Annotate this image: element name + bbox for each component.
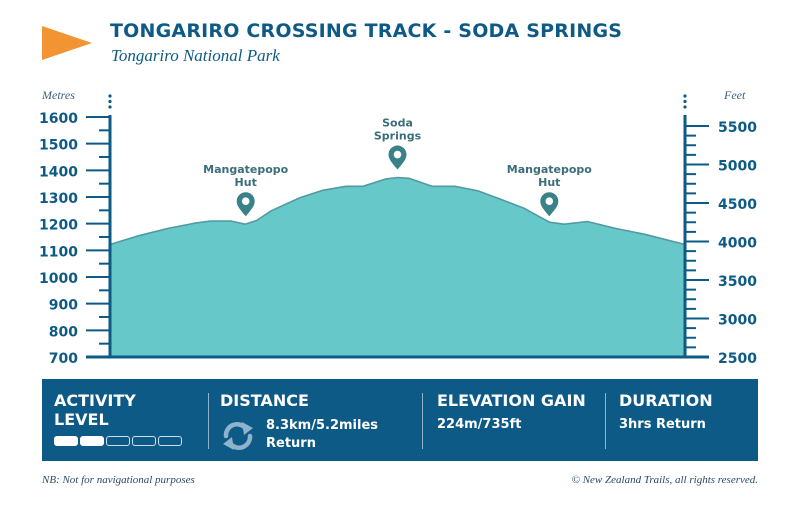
play-arrow-icon [42, 26, 92, 60]
location-pin-icon [540, 192, 559, 217]
activity-level-segment [54, 436, 78, 446]
right-tick-label: 4500 [718, 197, 757, 213]
landmark-label: Hut [235, 176, 257, 189]
footer-note: NB: Not for navigational purposes [42, 474, 195, 486]
activity-level-segment [80, 436, 104, 446]
elevation-chart: Metres Feet 700 800 900 1000 1100 1200 1300 1400 1… [39, 88, 757, 367]
distance-section: DISTANCE 8.3km/5.2miles Return [220, 379, 420, 461]
elevation-heading: ELEVATION GAIN [437, 391, 586, 410]
activity-level-segment [106, 436, 130, 446]
elevation-line [109, 176, 686, 246]
duration-value: 3hrs Return [619, 417, 706, 432]
location-pin-icon [236, 192, 255, 217]
left-axis-dot [108, 105, 112, 109]
landmark-label: Mangatepopo [507, 163, 593, 176]
page-subtitle: Tongariro National Park [111, 46, 280, 65]
right-axis-dot [683, 105, 687, 109]
pin-hole [393, 150, 402, 159]
right-tick-label: 5500 [718, 120, 757, 136]
landmark-label: Soda [382, 117, 413, 130]
left-tick-label: 1100 [39, 244, 78, 260]
left-tick-label: 1000 [39, 271, 78, 287]
left-tick-label: 1500 [39, 138, 78, 154]
left-tick-label: 700 [49, 351, 78, 367]
landmark-label: Springs [374, 130, 422, 143]
divider [605, 393, 606, 449]
left-tick-label: 1300 [39, 191, 78, 207]
divider [208, 393, 209, 449]
left-axis-label: Metres [41, 88, 75, 102]
right-axis-dot [683, 99, 687, 104]
page-title: TONGARIRO CROSSING TRACK - SODA SPRINGS [110, 20, 623, 42]
elevation-area [110, 177, 685, 357]
left-axis-dot [108, 99, 112, 104]
distance-heading: DISTANCE [220, 391, 309, 410]
activity-level-segment [158, 436, 182, 446]
left-tick-label: 1200 [39, 218, 78, 234]
distance-value: 8.3km/5.2miles [266, 418, 379, 433]
right-axis-dot [683, 94, 687, 98]
right-tick-label: 2500 [718, 351, 757, 367]
left-tick-label: 900 [49, 298, 78, 314]
trail-info-bar: ACTIVITY LEVEL DISTANCE 8.3km/5.2miles R… [42, 379, 758, 461]
footer-copyright: © New Zealand Trails, all rights reserve… [571, 474, 758, 486]
duration-heading: DURATION [619, 391, 713, 410]
activity-heading: ACTIVITY LEVEL [54, 391, 136, 429]
elevation-section: ELEVATION GAIN 224m/735ft [437, 379, 617, 461]
right-tick-label: 3500 [718, 274, 757, 290]
right-tick-label: 4000 [718, 236, 757, 252]
activity-level-indicator [54, 436, 182, 446]
landmark-label: Mangatepopo [203, 163, 289, 176]
right-tick-label: 5000 [718, 159, 757, 175]
duration-section: DURATION 3hrs Return [619, 379, 754, 461]
elevation-value: 224m/735ft [437, 417, 522, 432]
location-pin-icon [388, 145, 407, 170]
right-tick-label: 3000 [718, 313, 757, 329]
left-tick-label: 1600 [39, 111, 78, 127]
left-tick-label: 1400 [39, 164, 78, 180]
left-tick-label: 800 [49, 324, 78, 340]
distance-sub: Return [266, 436, 316, 451]
loop-arrows-icon [223, 422, 253, 450]
left-axis-dot [108, 94, 112, 98]
pin-hole [545, 197, 554, 205]
pin-hole [241, 197, 250, 205]
activity-section: ACTIVITY LEVEL [42, 379, 207, 461]
right-axis-label: Feet [723, 88, 746, 102]
landmark-label: Hut [538, 176, 560, 189]
divider [422, 393, 423, 449]
activity-level-segment [132, 436, 156, 446]
